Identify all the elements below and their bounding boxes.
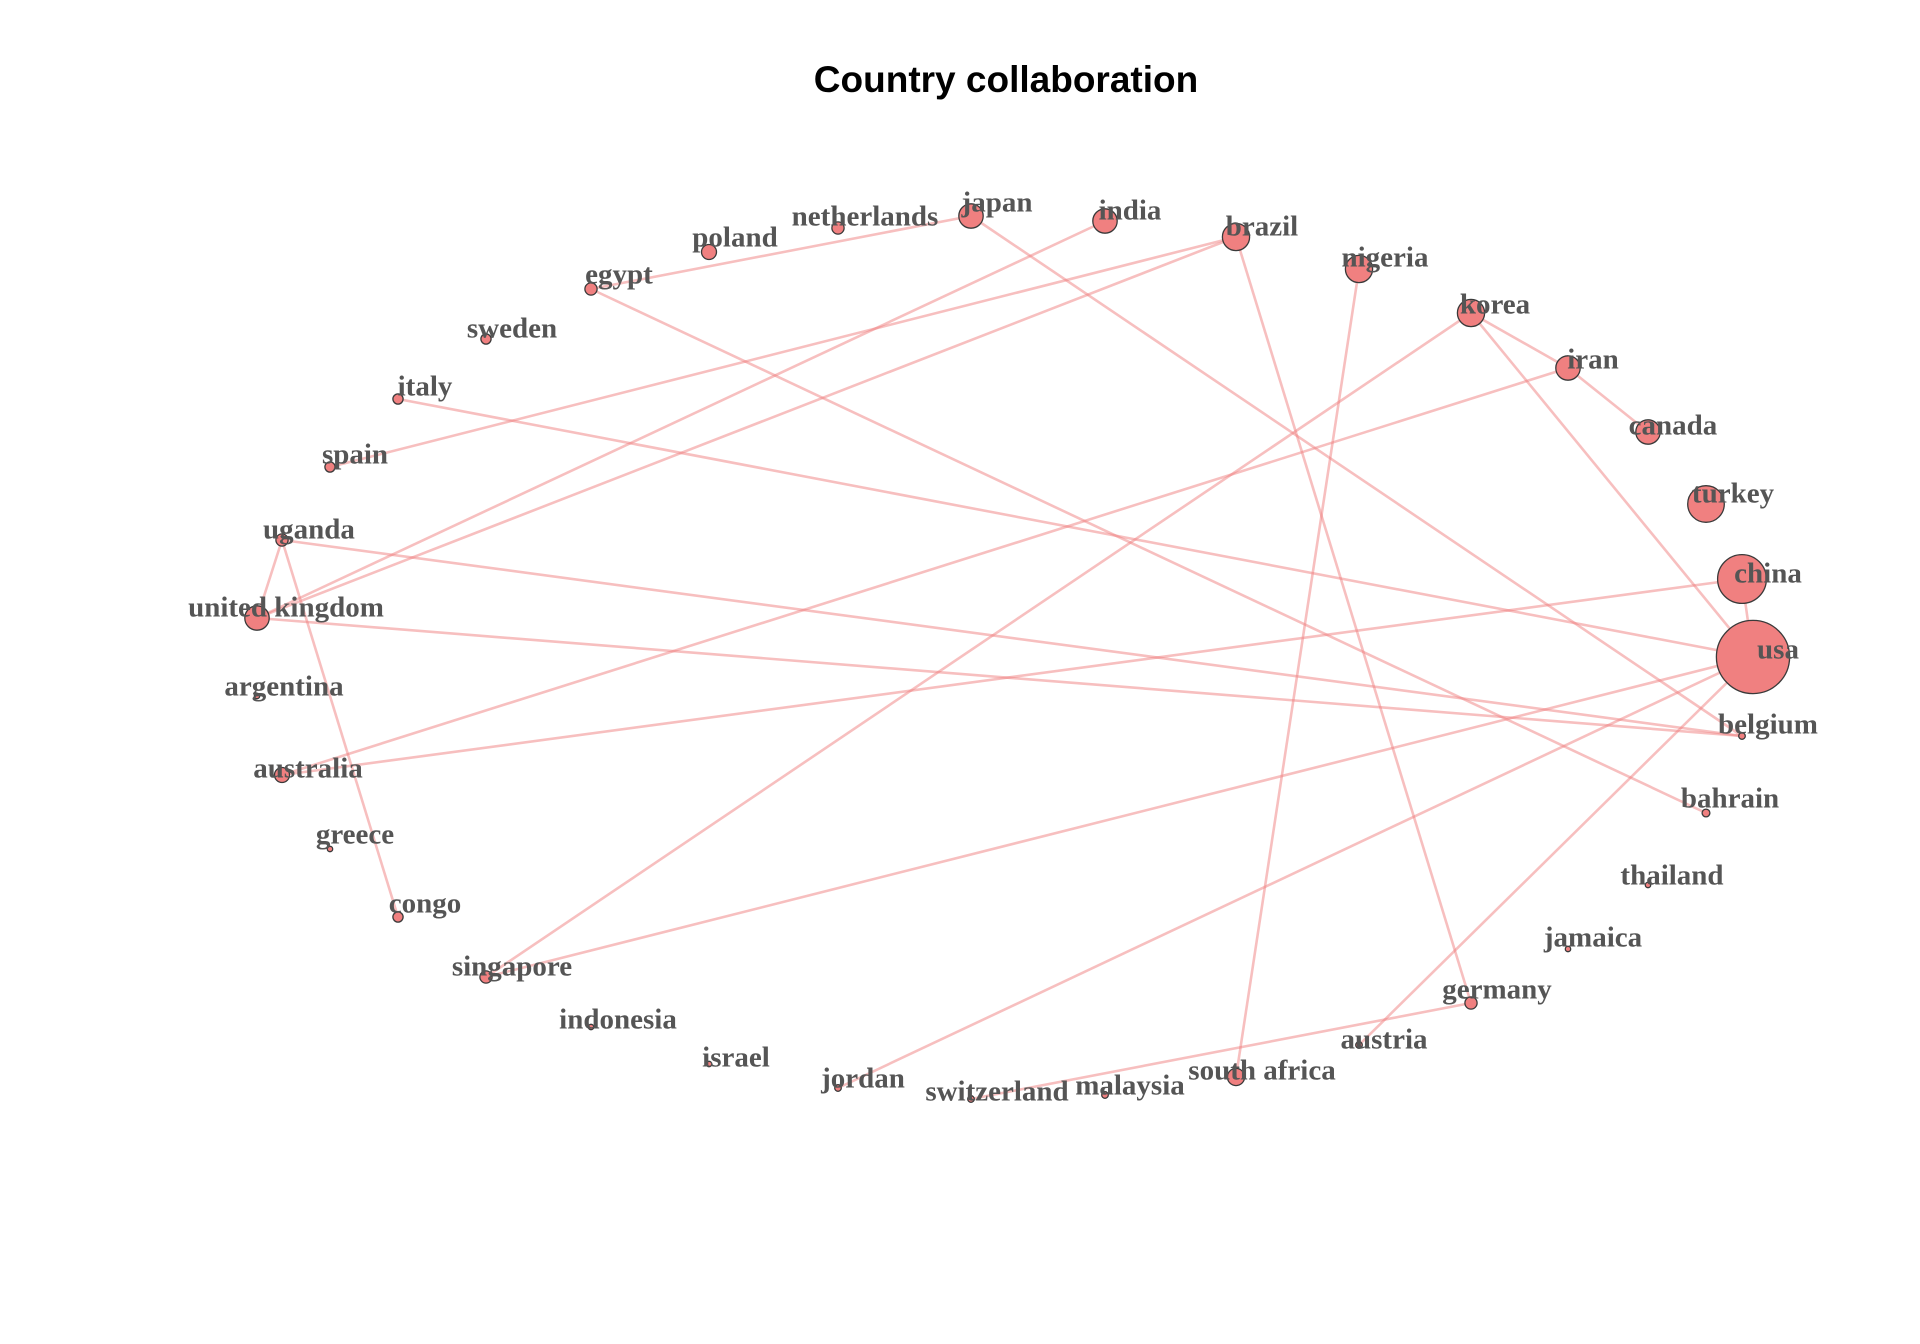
node-label-japan: japan [961,187,1033,219]
node-sweden[interactable] [480,333,492,345]
edge-egypt-japan [590,214,972,291]
edge-korea-iran [1470,311,1569,370]
node-label-brazil: brazil [1226,211,1299,243]
node-japan[interactable] [958,203,984,229]
node-korea[interactable] [1456,298,1486,328]
edge-nigeria-south-africa [1234,268,1361,1078]
node-usa[interactable] [1715,619,1791,695]
node-label-germany: germany [1442,974,1552,1006]
edges-layer [255,214,1755,1101]
node-china[interactable] [1716,553,1768,605]
node-label-usa: usa [1757,634,1799,666]
node-label-australia: australia [253,753,363,785]
node-label-iran: iran [1567,344,1619,376]
node-label-netherlands: netherlands [792,201,939,233]
edge-brazil-united-kingdom [256,235,1237,620]
node-label-bahrain: bahrain [1681,783,1779,815]
node-indonesia[interactable] [587,1023,595,1031]
node-australia[interactable] [273,766,291,784]
edge-uganda-belgium [281,538,1743,738]
node-belgium[interactable] [1738,732,1746,740]
node-label-korea: korea [1460,289,1531,321]
node-label-italy: italy [398,371,453,403]
node-jamaica[interactable] [1564,945,1572,953]
edge-iran-canada [1567,366,1649,434]
edge-brazil-spain [329,235,1237,469]
node-label-spain: spain [322,439,388,471]
node-india[interactable] [1092,208,1118,234]
edge-usa-italy [397,397,1754,659]
node-label-china: china [1734,558,1802,590]
edge-korea-usa [1469,312,1755,658]
node-label-nigeria: nigeria [1342,242,1429,274]
edge-india-united-kingdom [256,219,1106,620]
edge-united-kingdom-belgium [256,616,1743,738]
node-nigeria[interactable] [1344,254,1374,284]
node-label-austria: austria [1341,1024,1429,1056]
node-united-kingdom[interactable] [244,605,270,631]
node-malaysia[interactable] [1101,1091,1109,1099]
node-label-israel: israel [702,1042,770,1074]
node-label-switzerland: switzerland [925,1076,1068,1108]
node-italy[interactable] [392,393,404,405]
node-turkey[interactable] [1687,485,1725,523]
node-thailand[interactable] [1644,881,1652,889]
edge-united-kingdom-uganda [255,539,284,619]
edge-uganda-congo [280,539,400,918]
edge-korea-singapore [485,311,1472,979]
node-uganda[interactable] [275,533,289,547]
node-label-sweden: sweden [467,313,557,345]
node-label-congo: congo [389,888,462,920]
node-greece[interactable] [326,845,334,853]
node-label-indonesia: indonesia [559,1004,677,1036]
chart-title: Country collaboration [814,59,1198,100]
edge-iran-australia [281,366,1569,777]
node-austria[interactable] [1355,1041,1363,1049]
labels-layer: usa china turkey canada iran korea nigeria braz… [188,187,1818,1108]
node-iran[interactable] [1555,355,1581,381]
node-argentina[interactable] [253,692,261,700]
node-label-canada: canada [1629,410,1718,442]
edge-japan-belgium [970,214,1743,738]
node-label-jordan: jordan [820,1063,905,1095]
node-label-united-kingdom: united kingdom [188,592,384,624]
edge-egypt-bahrain [590,287,1707,815]
node-switzerland[interactable] [967,1095,975,1103]
node-germany[interactable] [1464,996,1478,1010]
node-label-singapore: singapore [452,951,572,983]
node-congo[interactable] [392,911,404,923]
node-spain[interactable] [324,461,336,473]
node-label-turkey: turkey [1692,478,1775,510]
node-label-egypt: egypt [585,259,653,291]
node-singapore[interactable] [479,970,493,984]
edge-usa-austria [1358,656,1754,1046]
node-egypt[interactable] [584,282,598,296]
node-canada[interactable] [1635,419,1661,445]
node-jordan[interactable] [834,1084,842,1092]
node-label-poland: poland [692,222,777,254]
edge-brazil-germany [1234,236,1473,1004]
node-south-africa[interactable] [1226,1067,1246,1087]
node-poland[interactable] [700,243,718,261]
node-label-south-africa: south africa [1188,1055,1336,1087]
edge-switzerland-germany [970,1001,1472,1101]
nodes-layer [244,203,1791,1103]
node-netherlands[interactable] [831,221,845,235]
node-bahrain[interactable] [1701,808,1711,818]
edge-usa-jordan [837,655,1754,1090]
node-label-argentina: argentina [224,671,344,703]
node-label-greece: greece [316,819,394,851]
node-israel[interactable] [705,1060,713,1068]
node-label-uganda: uganda [263,514,355,546]
node-label-belgium: belgium [1718,709,1818,741]
node-label-malaysia: malaysia [1075,1070,1185,1102]
node-label-thailand: thailand [1620,860,1723,892]
node-label-india: india [1099,195,1162,227]
node-brazil[interactable] [1221,222,1251,252]
node-label-jamaica: jamaica [1543,922,1643,954]
